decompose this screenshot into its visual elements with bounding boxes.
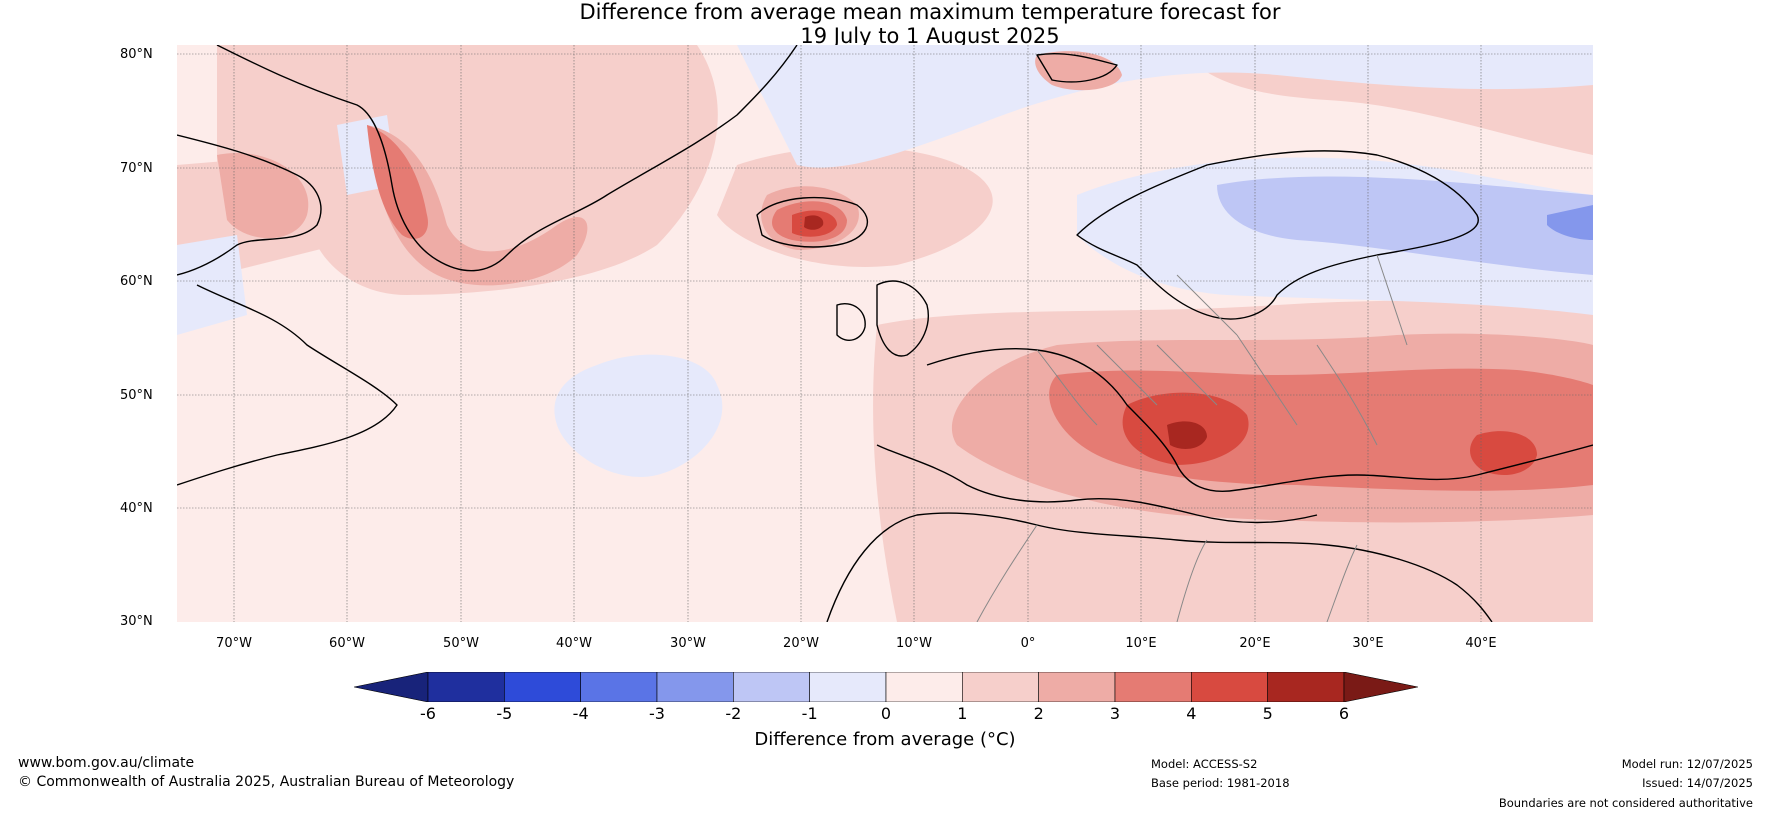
colorbar-segment <box>427 672 505 702</box>
colorbar-segment <box>1038 672 1116 702</box>
forecast-map <box>177 45 1593 622</box>
colorbar-segment <box>656 672 734 702</box>
footer-url: www.bom.gov.au/climate <box>18 755 195 771</box>
colorbar-tick-label: 1 <box>957 704 968 723</box>
footer-copyright: © Commonwealth of Australia 2025, Austra… <box>18 774 515 790</box>
colorbar <box>354 672 1418 702</box>
colorbar-label: Difference from average (°C) <box>754 729 1016 750</box>
lat-label-40n: 40°N <box>120 501 153 516</box>
map-title: Difference from average mean maximum tem… <box>0 0 1770 48</box>
colorbar-tick-label: -3 <box>649 704 665 723</box>
colorbar-segment <box>809 672 887 702</box>
lon-label-30e: 30°E <box>1352 636 1384 651</box>
colorbar-tick-label: -5 <box>496 704 513 723</box>
lon-label-40w: 40°W <box>556 636 592 651</box>
lon-label-60w: 60°W <box>329 636 365 651</box>
lat-label-60n: 60°N <box>120 274 153 289</box>
colorbar-extend-high <box>1343 672 1418 702</box>
footer-model-run: Model run: 12/07/2025 <box>1621 757 1753 771</box>
lon-label-10w: 10°W <box>896 636 932 651</box>
colorbar-segment <box>1191 672 1268 702</box>
lat-label-50n: 50°N <box>120 388 153 403</box>
colorbar-tick-label: 2 <box>1033 704 1044 723</box>
colorbar-tick-label: 4 <box>1186 704 1197 723</box>
colorbar-tick-label: 5 <box>1262 704 1273 723</box>
footer-disclaimer: Boundaries are not considered authoritat… <box>1498 796 1753 810</box>
footer-issued: Issued: 14/07/2025 <box>1642 776 1753 790</box>
colorbar-tick-label: 6 <box>1338 704 1350 723</box>
colorbar-segment <box>1114 672 1192 702</box>
title-line-2: 19 July to 1 August 2025 <box>800 24 1060 48</box>
lat-label-30n: 30°N <box>120 614 153 629</box>
footer-model: Model: ACCESS-S2 <box>1151 757 1258 771</box>
map-canvas <box>177 45 1593 622</box>
colorbar-segment <box>580 672 658 702</box>
title-line-1: Difference from average mean maximum tem… <box>579 0 1281 24</box>
colorbar-segment <box>1267 672 1345 702</box>
colorbar-tick-label: -1 <box>801 704 818 723</box>
colorbar-tick-label: -4 <box>572 704 589 723</box>
lon-label-20e: 20°E <box>1239 636 1271 651</box>
colorbar-segment <box>962 672 1039 702</box>
colorbar-extend-low <box>354 672 429 702</box>
lon-label-70w: 70°W <box>216 636 252 651</box>
colorbar-segment <box>885 672 963 702</box>
lon-label-40e: 40°E <box>1465 636 1497 651</box>
colorbar-tick-label: 0 <box>880 704 892 723</box>
lat-label-70n: 70°N <box>120 161 153 176</box>
lon-label-10e: 10°E <box>1125 636 1157 651</box>
lon-label-20w: 20°W <box>783 636 819 651</box>
colorbar-segment <box>733 672 810 702</box>
colorbar-tick-label: -6 <box>420 704 436 723</box>
lon-label-30w: 30°W <box>670 636 706 651</box>
lat-label-80n: 80°N <box>120 47 153 62</box>
colorbar-tick-label: -2 <box>725 704 742 723</box>
lon-label-50w: 50°W <box>443 636 479 651</box>
lon-label-0: 0° <box>1020 636 1036 651</box>
colorbar-tick-label: 3 <box>1109 704 1121 723</box>
colorbar-segment <box>504 672 581 702</box>
footer-base-period: Base period: 1981-2018 <box>1151 776 1290 790</box>
